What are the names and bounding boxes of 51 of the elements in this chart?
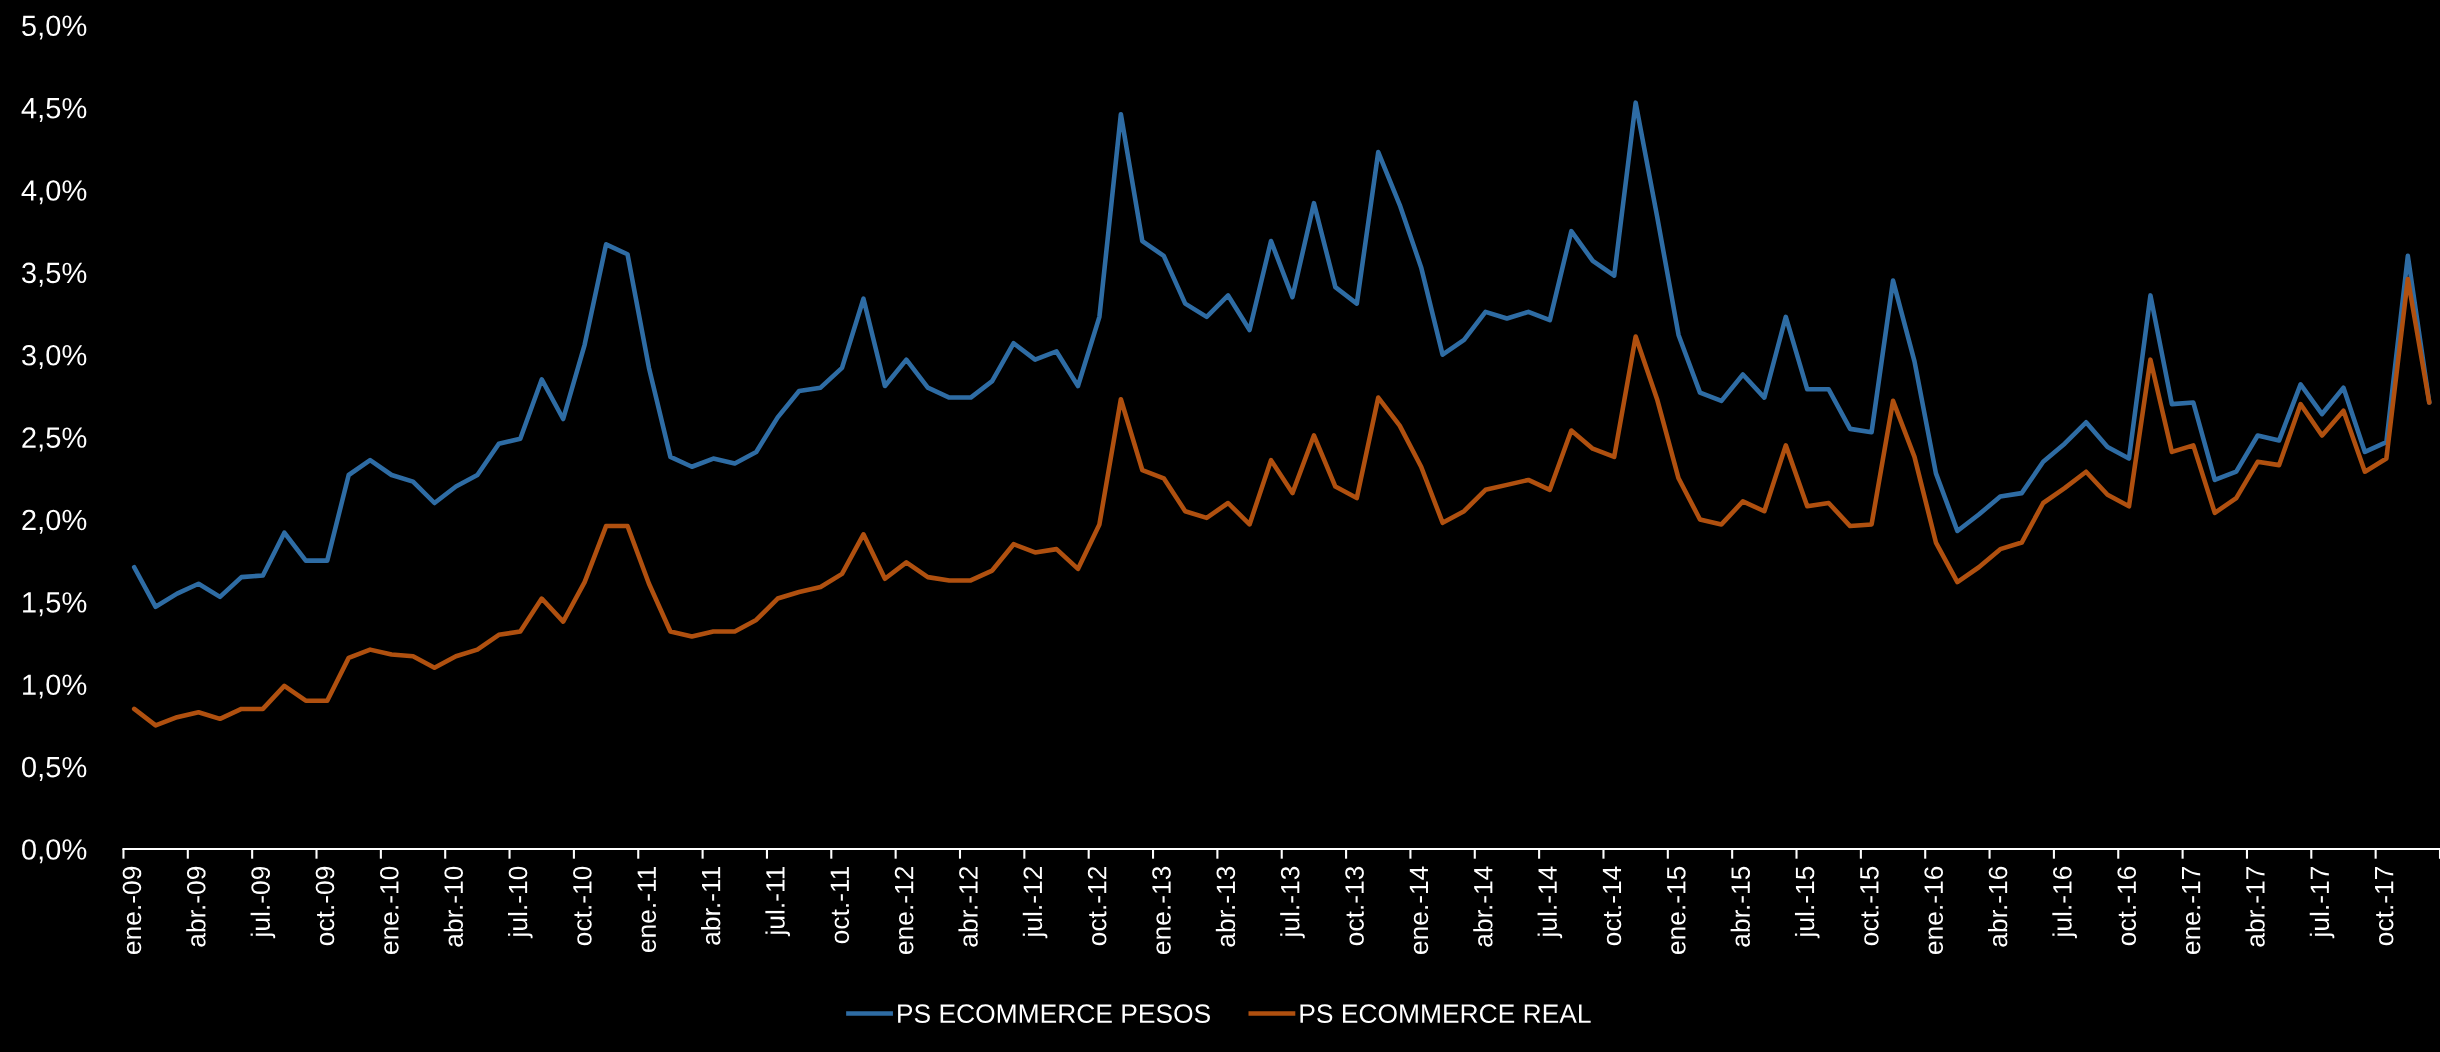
line-series xyxy=(131,100,2432,610)
x-tick-label: abr.-12 xyxy=(958,866,978,947)
x-tick-label: abr.-16 xyxy=(1987,866,2008,947)
x-tick-label: ene.-16 xyxy=(1924,866,1944,954)
x-tick-label: jul.-11 xyxy=(765,866,790,937)
y-tick-label: 2,5% xyxy=(22,427,87,452)
x-tick-label: abr.-15 xyxy=(1730,866,1750,947)
x-tick-label: ene.-13 xyxy=(1152,866,1171,954)
x-tick-label: oct.-15 xyxy=(1860,866,1879,946)
x-tick-label: jul.-12 xyxy=(1022,866,1048,939)
y-tick-label: 3,0% xyxy=(21,344,87,370)
y-tick-label: 4,5% xyxy=(21,97,87,122)
x-tick-label: oct.-11 xyxy=(830,866,850,944)
y-tick-label: 0,0% xyxy=(22,839,87,864)
x-tick-label: oct.-16 xyxy=(2117,866,2137,946)
x-tick-label: oct.-13 xyxy=(1345,866,1364,946)
y-tick-label: 5,0% xyxy=(22,15,87,40)
x-tick-label: abr.-09 xyxy=(186,866,206,947)
x-tick-label: oct.-12 xyxy=(1087,866,1107,946)
x-tick-label: ene.-10 xyxy=(379,866,399,954)
x-tick-label: oct.-14 xyxy=(1602,866,1622,946)
x-tick-label: oct.-09 xyxy=(315,866,335,946)
x-tick-label: ene.-14 xyxy=(1409,866,1429,954)
x-tick-label: oct.-10 xyxy=(573,866,592,946)
x-tick-label: abr.-17 xyxy=(2245,866,2265,947)
legend-label: PS ECOMMERCE PESOS xyxy=(898,1004,1210,1024)
x-tick-label: abr.-13 xyxy=(1215,866,1236,947)
y-tick-label: 1,0% xyxy=(23,674,87,699)
y-tick-label: 3,5% xyxy=(21,262,87,287)
line-series xyxy=(131,276,2432,728)
y-tick-label: 4,0% xyxy=(21,180,87,205)
x-tick-label: jul.-14 xyxy=(1537,866,1563,939)
y-tick-label: 2,0% xyxy=(22,509,87,534)
x-tick-label: oct.-17 xyxy=(2375,866,2394,946)
x-tick-label: jul.-09 xyxy=(250,866,276,939)
y-tick-label: 0,5% xyxy=(22,756,87,781)
x-tick-label: jul.-16 xyxy=(2052,866,2077,939)
legend-label: PS ECOMMERCE REAL xyxy=(1300,1004,1591,1024)
x-tick-label: abr.-11 xyxy=(701,866,721,945)
x-tick-label: ene.-11 xyxy=(637,866,657,953)
x-tick-label: jul.-13 xyxy=(1280,866,1305,939)
x-tick-label: jul.-15 xyxy=(1794,866,1820,939)
x-tick-label: ene.-09 xyxy=(122,866,142,954)
x-tick-label: ene.-15 xyxy=(1667,866,1686,954)
y-tick-label: 1,5% xyxy=(23,592,87,617)
x-tick-label: ene.-12 xyxy=(894,866,914,954)
x-tick-label: ene.-17 xyxy=(2182,866,2201,954)
x-tick-label: jul.-17 xyxy=(2309,866,2335,939)
x-tick-label: abr.-14 xyxy=(1473,866,1493,947)
x-tick-label: abr.-10 xyxy=(443,866,464,947)
x-tick-label: jul.-10 xyxy=(507,866,533,939)
